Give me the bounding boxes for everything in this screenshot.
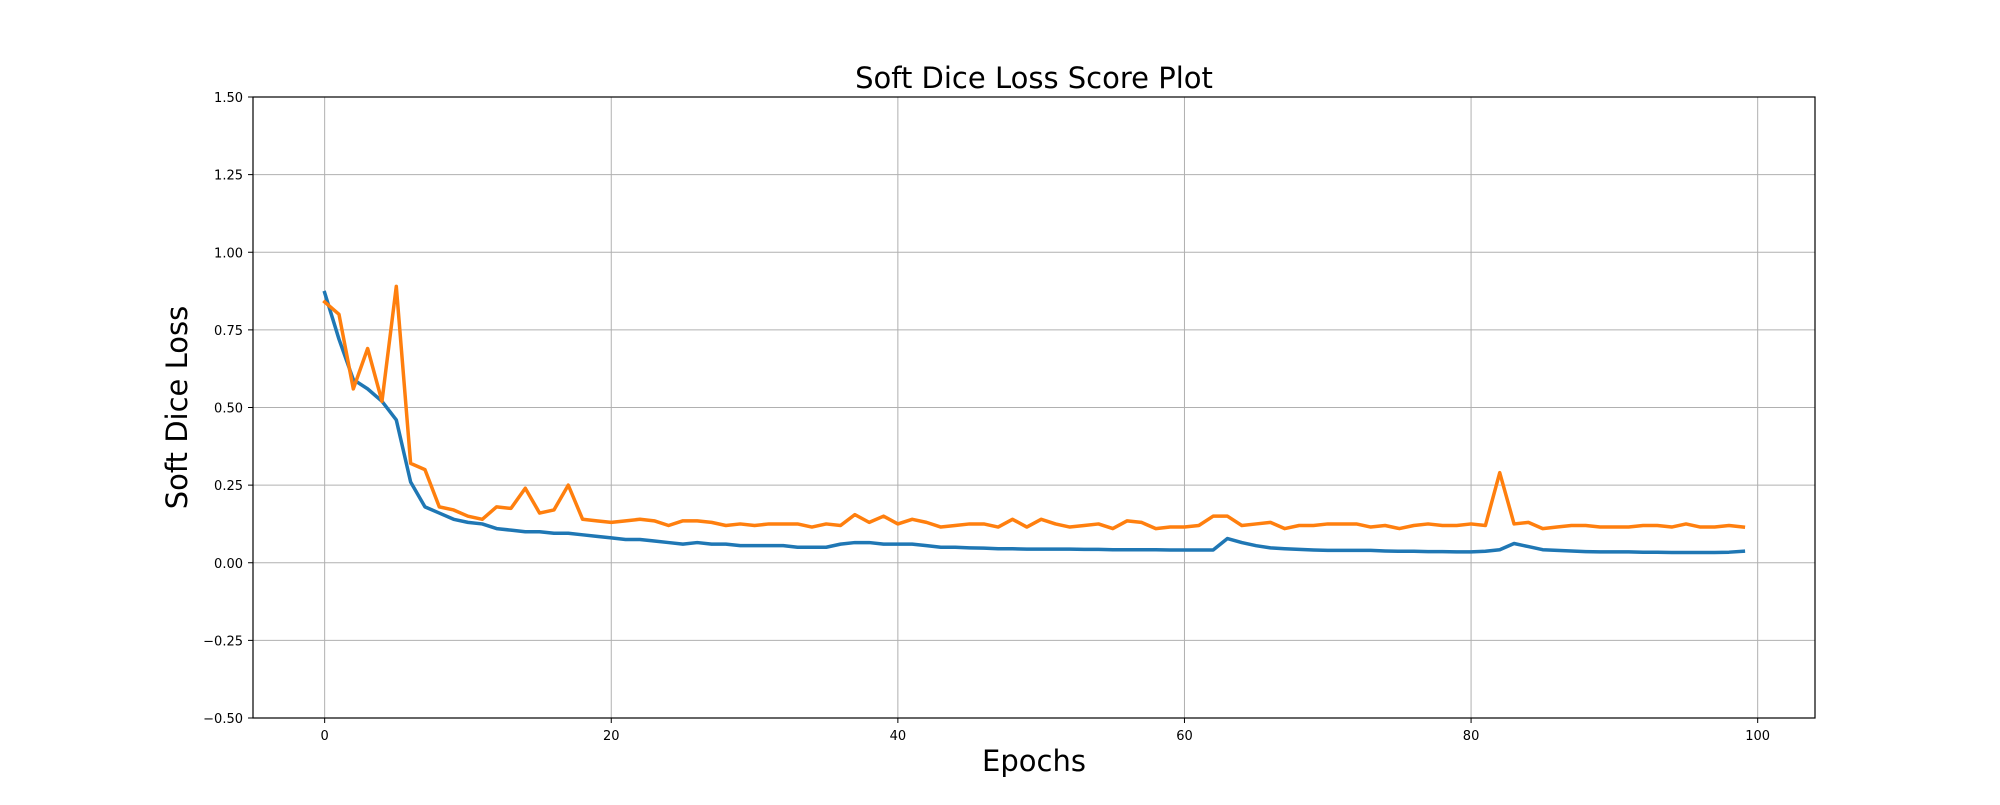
y-tick-label: 0.50 [214,402,243,417]
y-tick-label: 1.00 [214,246,243,261]
y-tick-label: 1.50 [214,91,243,106]
series-lines [322,284,1746,555]
x-tick-label: 80 [1463,729,1480,744]
y-tick-label: −0.25 [203,634,243,649]
grid-lines [253,96,1815,719]
chart-title: Soft Dice Loss Score Plot [855,61,1213,95]
x-tick-label: 20 [603,729,620,744]
y-tick-label: 0.75 [214,324,243,339]
x-tick-label: 60 [1176,729,1193,744]
y-tick-label: 0.25 [214,479,243,494]
x-axis-label: Epochs [982,744,1086,778]
y-axis-label: Soft Dice Loss [160,306,194,509]
y-tick-label: 1.25 [214,169,243,184]
series-line-0 [322,290,1746,555]
x-tick-label: 0 [321,729,329,744]
y-tick-label: −0.50 [203,712,243,727]
axis-ticks: 0 20 40 60 80 100 −0.50 −0.25 0.00 0.25 0.50 0.75 1.… [203,91,1770,744]
y-tick-label: 0.00 [214,557,243,572]
x-tick-label: 100 [1745,729,1770,744]
x-tick-label: 40 [890,729,907,744]
series-line-1 [322,284,1746,531]
